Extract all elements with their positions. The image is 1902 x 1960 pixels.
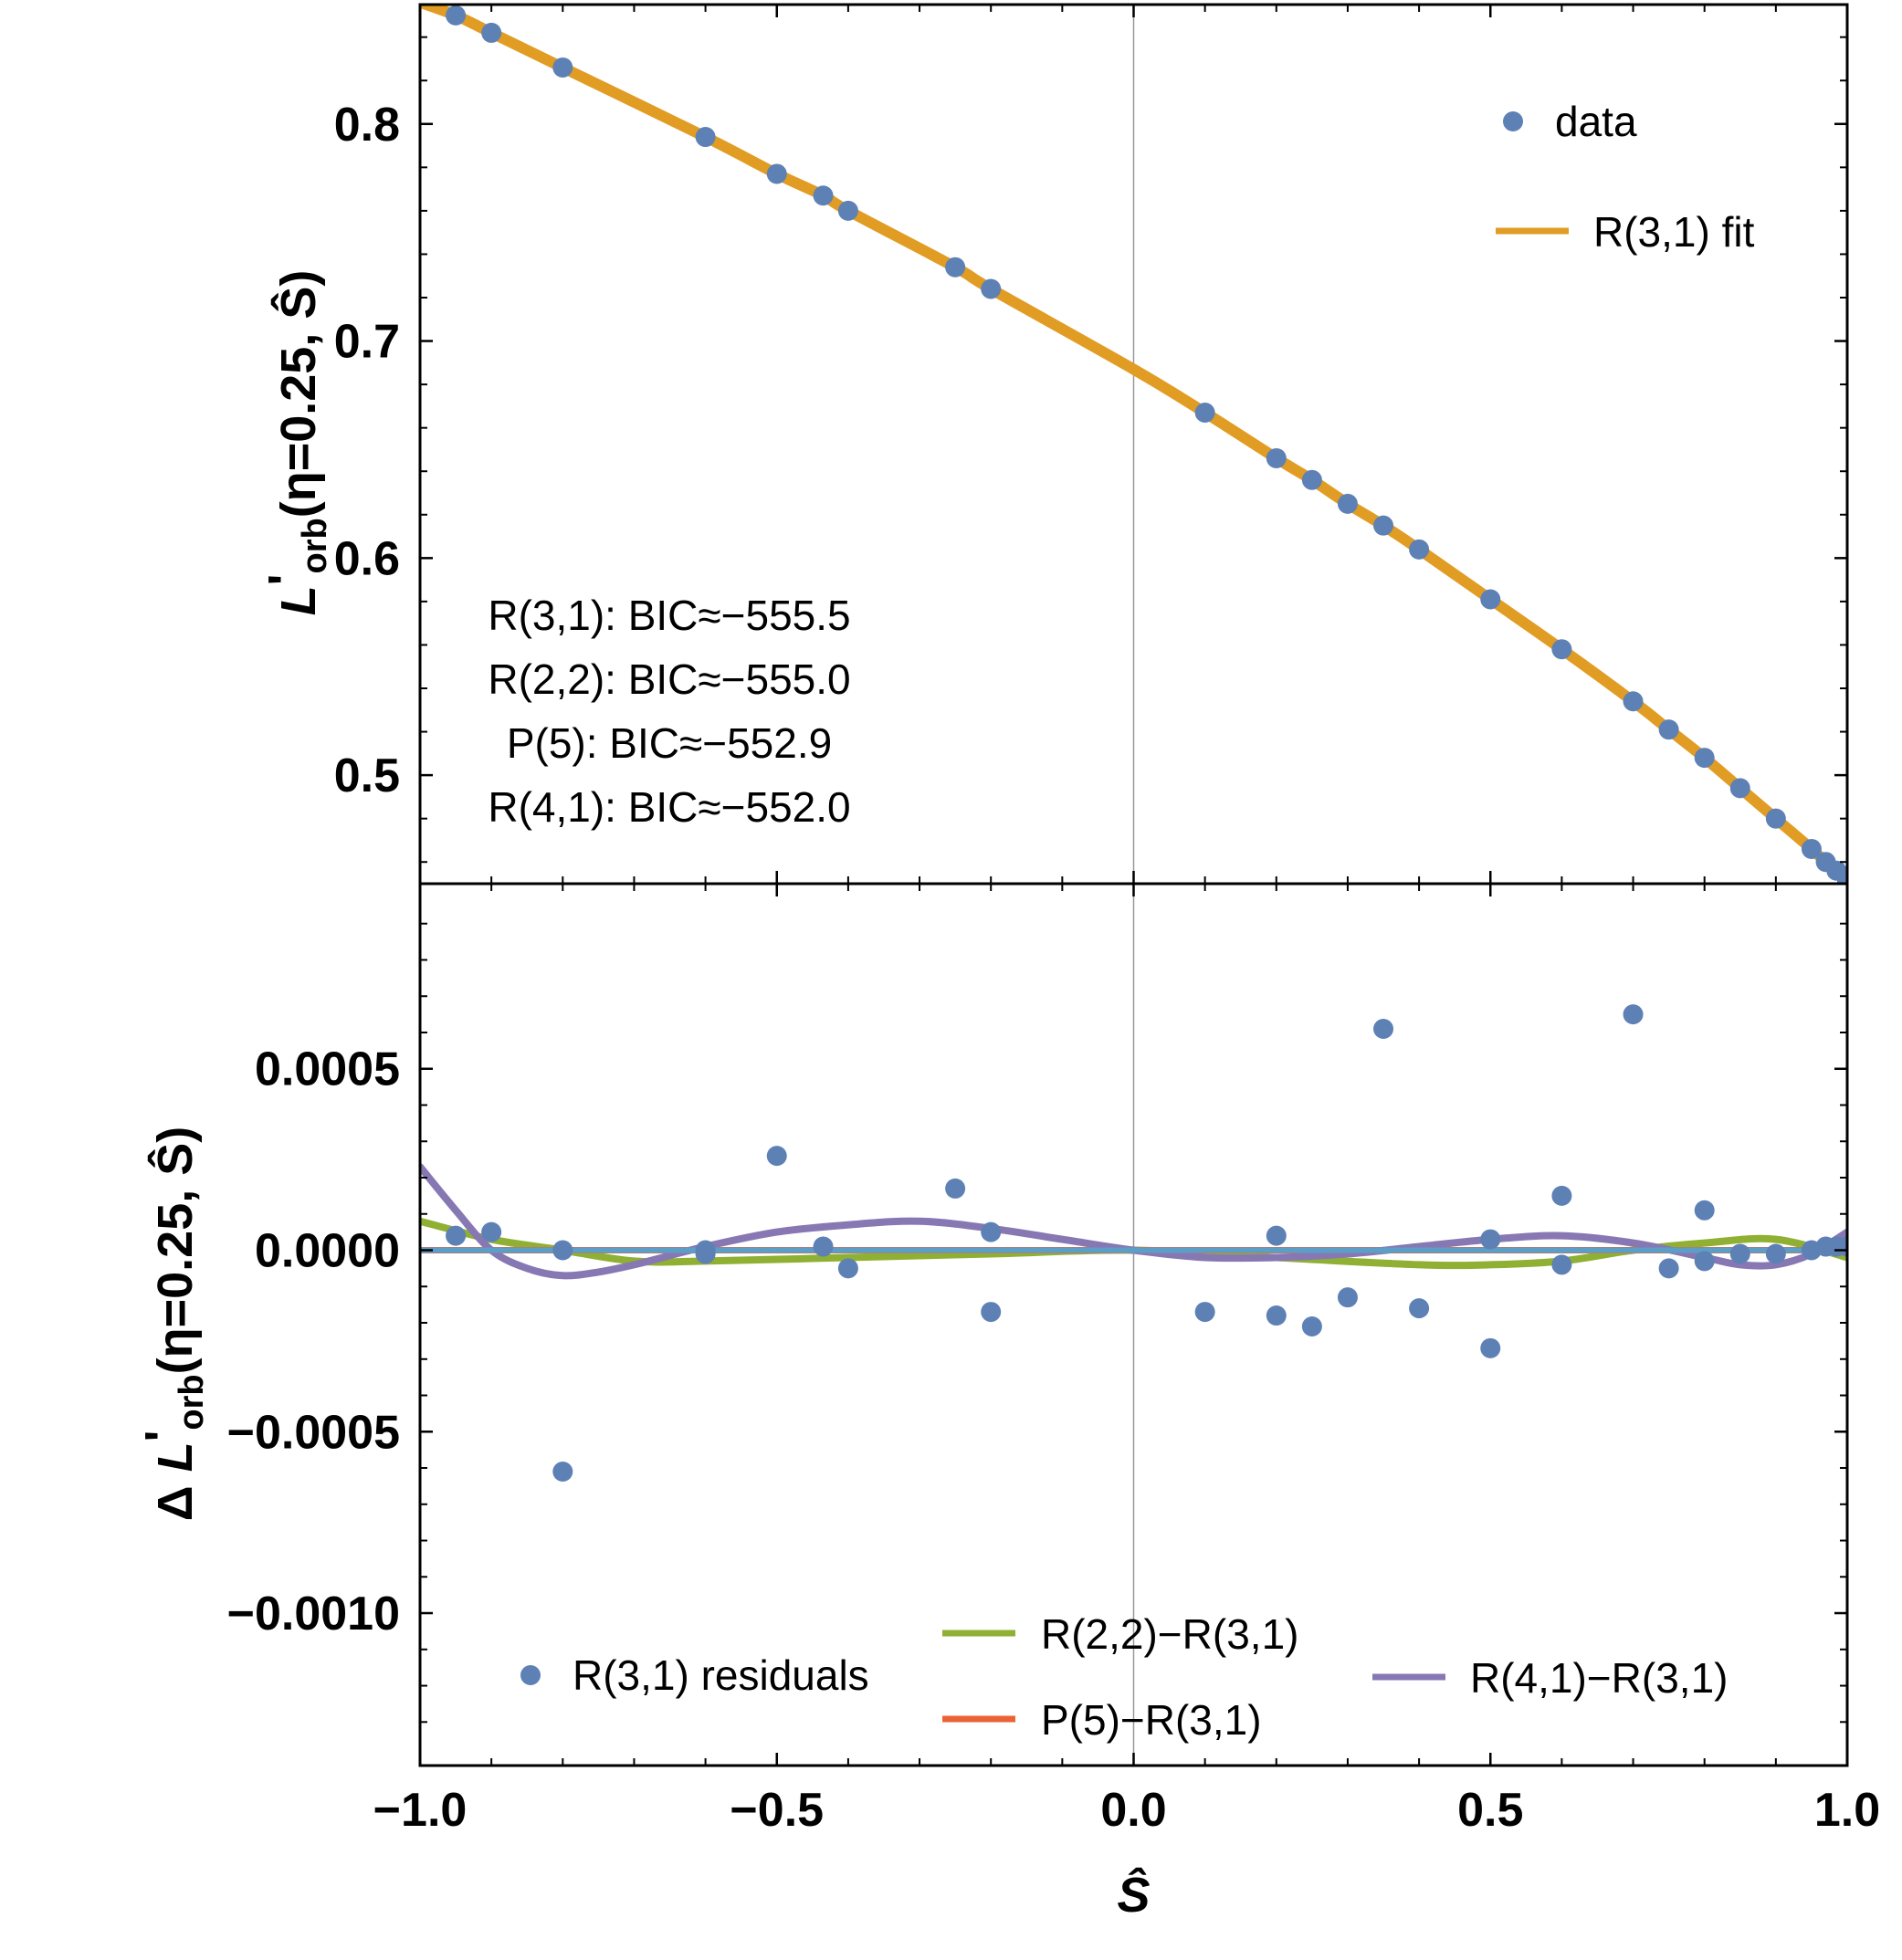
top-ytick-label: 0.7 — [334, 316, 400, 369]
data-point — [1729, 778, 1750, 799]
residual-point — [981, 1302, 1002, 1323]
xtick-label: 1.0 — [1814, 1784, 1880, 1837]
x-axis-label: Ŝ — [1117, 1867, 1150, 1923]
residual-point — [945, 1178, 966, 1199]
bic-annotation: R(4,1): BIC≈−552.0 — [488, 783, 850, 831]
residual-point — [446, 1225, 467, 1246]
residual-point — [1337, 1287, 1358, 1308]
bottom-panel-series — [420, 1004, 1847, 1482]
xtick-label: −1.0 — [373, 1784, 468, 1837]
residual-point — [766, 1146, 787, 1167]
ylabel-subscript: orb — [296, 518, 334, 573]
ylabel-prefix: Δ — [148, 1472, 203, 1521]
top-ytick-label: 0.8 — [334, 99, 400, 152]
legend-label-r22: R(2,2)−R(3,1) — [1041, 1610, 1298, 1658]
data-point — [695, 127, 716, 148]
data-point — [1409, 539, 1430, 560]
legend-label-data: data — [1555, 98, 1637, 145]
residual-point — [1266, 1225, 1287, 1246]
data-point — [481, 22, 502, 43]
residual-point — [1623, 1004, 1644, 1025]
xtick-label: 0.5 — [1457, 1784, 1523, 1837]
residual-point — [1551, 1254, 1572, 1275]
residual-point — [695, 1240, 716, 1261]
bic-annotation: R(3,1): BIC≈−555.5 — [488, 592, 850, 639]
residual-point — [1765, 1243, 1786, 1264]
legends: data R(3,1) fit R(3,1) residuals R(2,2)−R(3… — [520, 98, 1755, 1744]
ylabel-main: L — [148, 1441, 203, 1472]
residual-point — [1658, 1258, 1679, 1279]
data-point — [1658, 719, 1679, 740]
top-y-axis-label: L'orb(η=0.25, Ŝ) — [258, 270, 334, 616]
data-point — [1837, 871, 1847, 884]
residual-point — [1194, 1302, 1215, 1323]
residual-point — [1837, 1236, 1847, 1257]
ylabel-prime: ' — [258, 573, 313, 585]
residual-point — [1480, 1229, 1501, 1250]
ylabel-rest: (η=0.25, Ŝ) — [270, 270, 326, 519]
data-point — [1373, 515, 1394, 536]
data-point — [945, 257, 966, 278]
data-point — [981, 278, 1002, 299]
ylabel-prime: ' — [135, 1431, 190, 1442]
data-point — [1337, 493, 1358, 514]
data-point — [1194, 403, 1215, 424]
data-point — [1551, 639, 1572, 660]
xtick-label: −0.5 — [730, 1784, 824, 1837]
residual-point — [1729, 1243, 1750, 1264]
data-point — [766, 163, 787, 184]
legend-label-p5: P(5)−R(3,1) — [1041, 1696, 1262, 1744]
residual-point — [1480, 1337, 1501, 1358]
data-point — [1694, 748, 1715, 769]
data-point — [1266, 447, 1287, 468]
bic-annotation: R(2,2): BIC≈−555.0 — [488, 655, 850, 703]
residual-point — [837, 1258, 858, 1279]
residual-point — [1694, 1200, 1715, 1221]
residual-point — [1409, 1298, 1430, 1319]
data-point — [446, 5, 467, 26]
bottom-ytick-label: −0.0010 — [227, 1588, 400, 1640]
text-layer: ŜL'orb(η=0.25, Ŝ)Δ L'orb(η=0.25, Ŝ)R(3,1… — [135, 270, 1151, 1923]
bottom-y-axis-label: Δ L'orb(η=0.25, Ŝ) — [135, 1127, 211, 1522]
top-ytick-label: 0.5 — [334, 749, 400, 802]
residual-point — [481, 1221, 502, 1242]
residual-point — [1301, 1315, 1322, 1336]
residual-point — [1266, 1305, 1287, 1326]
ylabel-subscript: orb — [173, 1374, 211, 1430]
residual-point — [552, 1462, 573, 1482]
series-layer — [420, 5, 1847, 1482]
data-point — [1801, 838, 1822, 859]
legend-label-residuals: R(3,1) residuals — [573, 1651, 869, 1699]
ylabel-rest: (η=0.25, Ŝ) — [147, 1127, 203, 1375]
tick-marks-and-labels: 0.5 0.6 0.7 0.8 −1.0 −0.5 0.0 0.5 1.0 0.0005 0.000… — [227, 5, 1880, 1837]
top-panel-series — [420, 5, 1847, 884]
data-point — [1623, 691, 1644, 712]
residual-point — [981, 1221, 1002, 1242]
legend-label-r41: R(4,1)−R(3,1) — [1470, 1654, 1728, 1702]
data-point — [552, 57, 573, 78]
bottom-ytick-label: −0.0005 — [227, 1406, 400, 1459]
top-ytick-label: 0.6 — [334, 532, 400, 585]
residual-point — [1551, 1185, 1572, 1206]
data-point — [1480, 589, 1501, 610]
residual-point — [813, 1236, 834, 1257]
data-point — [837, 200, 858, 221]
legend-marker-residuals — [520, 1665, 541, 1685]
data-point — [1765, 808, 1786, 829]
residual-point — [1373, 1019, 1394, 1040]
bic-annotation: P(5): BIC≈−552.9 — [507, 719, 832, 767]
data-point — [1301, 469, 1322, 490]
bottom-ytick-label: 0.0000 — [255, 1225, 400, 1278]
legend-marker-data — [1503, 111, 1523, 131]
bottom-ytick-label: 0.0005 — [255, 1043, 400, 1096]
legend-label-fit: R(3,1) fit — [1593, 208, 1755, 256]
ylabel-main: L — [271, 585, 326, 615]
xtick-label: 0.0 — [1100, 1784, 1166, 1837]
data-point — [813, 185, 834, 206]
residual-point — [1694, 1251, 1715, 1272]
residual-point — [552, 1240, 573, 1261]
